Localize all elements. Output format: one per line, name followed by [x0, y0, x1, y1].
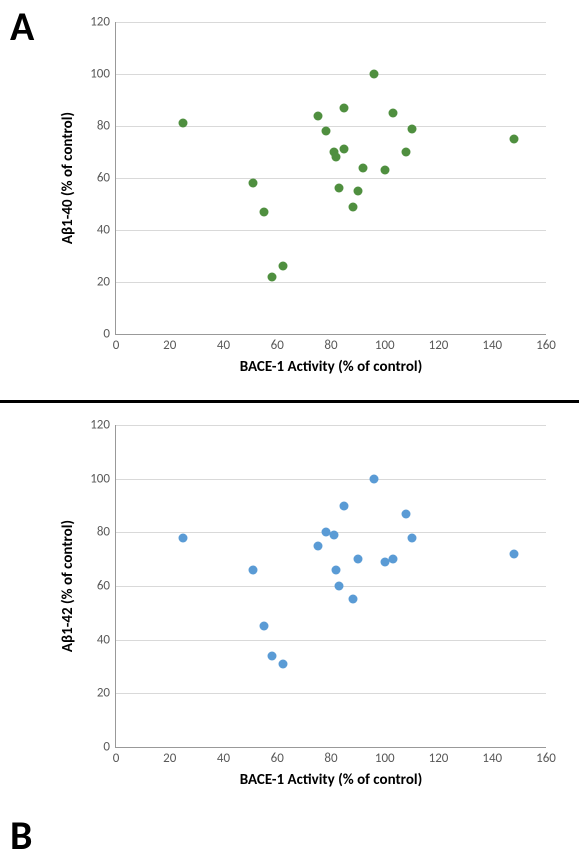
data-point	[407, 533, 416, 542]
x-tick-label: 20	[163, 338, 176, 353]
panel-b-y-title: Aβ1-42 (% of control)	[59, 520, 77, 652]
data-point	[380, 166, 389, 175]
x-tick-label: 160	[536, 338, 556, 353]
x-tick-label: 120	[429, 751, 449, 766]
data-point	[278, 659, 287, 668]
panel-b-x-title: BACE-1 Activity (% of control)	[240, 771, 423, 789]
gridline	[116, 178, 546, 179]
y-tick-label: 80	[97, 119, 116, 134]
data-point	[267, 272, 276, 281]
x-tick-label: 80	[324, 751, 337, 766]
data-point	[335, 582, 344, 591]
y-tick-label: 20	[97, 275, 116, 290]
gridline	[116, 74, 546, 75]
data-point	[509, 135, 518, 144]
y-tick-label: 120	[90, 15, 116, 30]
x-tick-label: 40	[217, 751, 230, 766]
data-point	[388, 109, 397, 118]
y-tick-label: 100	[90, 67, 116, 82]
gridline	[116, 693, 546, 694]
y-tick-label: 100	[90, 471, 116, 486]
data-point	[370, 474, 379, 483]
panel-b-plot: Aβ1-42 (% of control) BACE-1 Activity (%…	[115, 425, 546, 748]
data-point	[321, 127, 330, 136]
y-tick-label: 120	[90, 418, 116, 433]
gridline	[116, 425, 546, 426]
data-point	[340, 145, 349, 154]
data-point	[335, 184, 344, 193]
gridline	[116, 640, 546, 641]
y-tick-label: 60	[97, 171, 116, 186]
x-tick-label: 120	[429, 338, 449, 353]
gridline	[116, 479, 546, 480]
data-point	[259, 207, 268, 216]
panel-a-y-title: Aβ1-40 (% of control)	[59, 112, 77, 244]
data-point	[249, 565, 258, 574]
x-tick-label: 20	[163, 751, 176, 766]
gridline	[116, 586, 546, 587]
data-point	[348, 202, 357, 211]
x-tick-label: 160	[536, 751, 556, 766]
x-tick-label: 140	[482, 338, 502, 353]
figure-page: A Aβ1-40 (% of control) BACE-1 Activity …	[0, 0, 579, 810]
y-tick-label: 0	[103, 740, 116, 755]
panel-a-plot: Aβ1-40 (% of control) BACE-1 Activity (%…	[115, 22, 546, 335]
data-point	[509, 549, 518, 558]
data-point	[348, 595, 357, 604]
y-tick-label: 60	[97, 579, 116, 594]
data-point	[388, 555, 397, 564]
panel-b: B Aβ1-42 (% of control) BACE-1 Activity …	[0, 403, 579, 810]
data-point	[353, 187, 362, 196]
y-tick-label: 80	[97, 525, 116, 540]
data-point	[340, 103, 349, 112]
data-point	[313, 111, 322, 120]
data-point	[402, 509, 411, 518]
y-tick-label: 20	[97, 686, 116, 701]
x-tick-label: 60	[271, 338, 284, 353]
data-point	[332, 153, 341, 162]
panel-a-x-title: BACE-1 Activity (% of control)	[240, 358, 423, 376]
data-point	[407, 124, 416, 133]
x-tick-label: 100	[375, 751, 395, 766]
x-tick-label: 40	[217, 338, 230, 353]
panel-a: A Aβ1-40 (% of control) BACE-1 Activity …	[0, 0, 579, 400]
y-tick-label: 0	[103, 327, 116, 342]
data-point	[278, 262, 287, 271]
data-point	[249, 179, 258, 188]
y-tick-label: 40	[97, 632, 116, 647]
panel-b-label: B	[10, 811, 32, 860]
gridline	[116, 22, 546, 23]
gridline	[116, 282, 546, 283]
panel-a-label: A	[10, 2, 34, 51]
data-point	[179, 119, 188, 128]
data-point	[332, 565, 341, 574]
x-tick-label: 100	[375, 338, 395, 353]
data-point	[329, 531, 338, 540]
x-tick-label: 60	[271, 751, 284, 766]
data-point	[259, 622, 268, 631]
x-tick-label: 140	[482, 751, 502, 766]
gridline	[116, 230, 546, 231]
y-tick-label: 40	[97, 223, 116, 238]
x-tick-label: 80	[324, 338, 337, 353]
data-point	[359, 163, 368, 172]
data-point	[402, 148, 411, 157]
data-point	[340, 501, 349, 510]
data-point	[353, 555, 362, 564]
data-point	[370, 70, 379, 79]
data-point	[313, 541, 322, 550]
data-point	[267, 651, 276, 660]
data-point	[179, 533, 188, 542]
